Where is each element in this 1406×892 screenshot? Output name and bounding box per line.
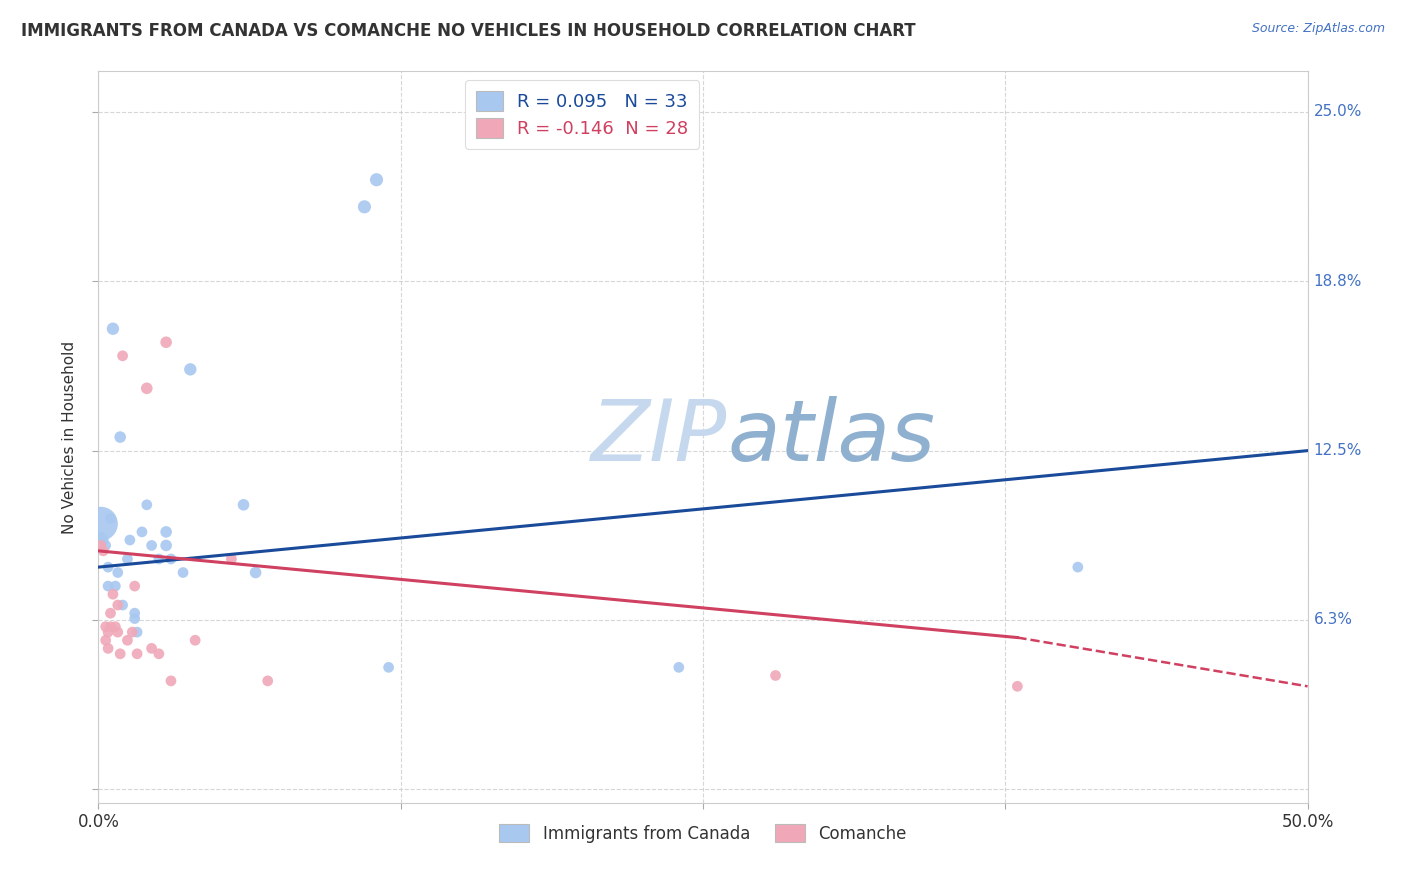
Point: [107, 598, 129, 612]
Point: [353, 200, 375, 214]
Point: [100, 511, 122, 525]
Point: [366, 172, 388, 186]
Point: [256, 673, 278, 688]
Point: [107, 625, 129, 640]
Point: [94, 633, 117, 648]
Point: [148, 552, 170, 566]
Point: [111, 598, 134, 612]
Point: [131, 524, 153, 539]
Text: ZIP: ZIP: [591, 395, 727, 479]
Point: [377, 660, 399, 674]
Point: [104, 620, 127, 634]
Point: [172, 566, 194, 580]
Point: [90, 538, 112, 552]
Point: [121, 625, 143, 640]
Point: [124, 606, 146, 620]
Point: [1067, 560, 1090, 574]
Point: [94, 620, 117, 634]
Legend: Immigrants from Canada, Comanche: Immigrants from Canada, Comanche: [492, 817, 914, 849]
Point: [221, 552, 243, 566]
Point: [101, 587, 124, 601]
Text: IMMIGRANTS FROM CANADA VS COMANCHE NO VEHICLES IN HOUSEHOLD CORRELATION CHART: IMMIGRANTS FROM CANADA VS COMANCHE NO VE…: [21, 22, 915, 40]
Point: [118, 533, 141, 547]
Point: [184, 633, 207, 648]
Point: [91, 533, 114, 547]
Point: [124, 611, 146, 625]
Point: [90, 516, 112, 531]
Point: [155, 524, 177, 539]
Point: [160, 552, 183, 566]
Point: [97, 641, 120, 656]
Point: [100, 606, 122, 620]
Point: [97, 579, 120, 593]
Point: [91, 544, 114, 558]
Point: [179, 362, 201, 376]
Text: 6.3%: 6.3%: [1313, 613, 1353, 627]
Text: 25.0%: 25.0%: [1313, 104, 1362, 120]
Text: 18.8%: 18.8%: [1313, 274, 1362, 289]
Text: Source: ZipAtlas.com: Source: ZipAtlas.com: [1251, 22, 1385, 36]
Point: [108, 430, 131, 444]
Point: [232, 498, 254, 512]
Point: [141, 538, 163, 552]
Point: [155, 335, 177, 350]
Point: [97, 560, 120, 574]
Point: [100, 620, 122, 634]
Point: [107, 566, 129, 580]
Point: [245, 566, 267, 580]
Point: [765, 668, 787, 682]
Point: [160, 673, 183, 688]
Point: [148, 647, 170, 661]
Point: [108, 647, 131, 661]
Point: [111, 349, 134, 363]
Point: [1007, 679, 1029, 693]
Point: [94, 538, 117, 552]
Point: [104, 579, 127, 593]
Text: 12.5%: 12.5%: [1313, 443, 1362, 458]
Point: [97, 625, 120, 640]
Point: [141, 641, 163, 656]
Point: [127, 647, 149, 661]
Point: [101, 322, 124, 336]
Text: atlas: atlas: [727, 395, 935, 479]
Point: [135, 381, 157, 395]
Point: [117, 552, 139, 566]
Y-axis label: No Vehicles in Household: No Vehicles in Household: [62, 341, 77, 533]
Point: [668, 660, 690, 674]
Point: [117, 633, 139, 648]
Point: [135, 498, 157, 512]
Point: [155, 538, 177, 552]
Point: [90, 530, 112, 544]
Point: [124, 579, 146, 593]
Point: [127, 625, 149, 640]
